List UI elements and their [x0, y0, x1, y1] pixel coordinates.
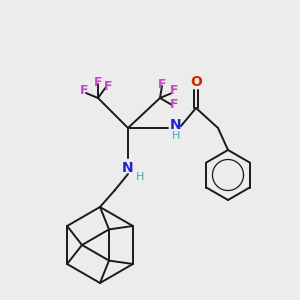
- Text: F: F: [94, 76, 102, 88]
- Text: F: F: [104, 80, 112, 92]
- Text: F: F: [170, 98, 178, 112]
- Text: F: F: [158, 77, 166, 91]
- Text: F: F: [80, 85, 88, 98]
- Text: H: H: [172, 131, 180, 141]
- Text: H: H: [136, 172, 144, 182]
- Text: N: N: [170, 118, 182, 132]
- Text: O: O: [190, 75, 202, 89]
- Text: N: N: [122, 161, 134, 175]
- Text: F: F: [170, 85, 178, 98]
